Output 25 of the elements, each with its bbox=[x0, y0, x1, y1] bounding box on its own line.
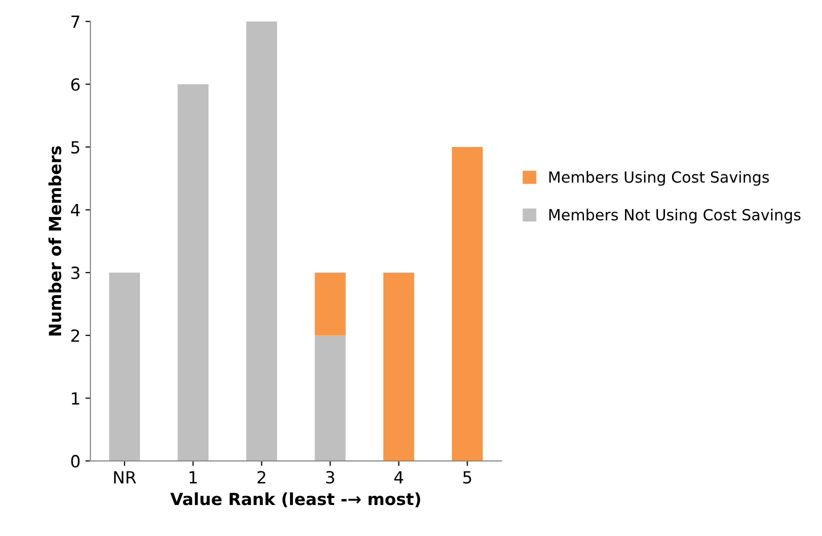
y-tick-label: 0 bbox=[71, 454, 80, 468]
bar bbox=[314, 335, 346, 461]
x-tick-label: 1 bbox=[190, 471, 197, 484]
x-tick-label: 4 bbox=[394, 471, 404, 484]
bar bbox=[246, 21, 278, 461]
x-tick-label: 2 bbox=[258, 470, 266, 484]
bar bbox=[314, 272, 346, 336]
y-tick-label: 5 bbox=[71, 141, 80, 154]
y-tick-label: 3 bbox=[71, 266, 80, 280]
y-tick-label: 2 bbox=[71, 329, 80, 342]
legend-label: Members Using Cost Savings bbox=[549, 171, 769, 186]
y-tick-label: 4 bbox=[70, 204, 80, 216]
legend-label: Members Not Using Cost Savings bbox=[549, 208, 800, 224]
x-tick-label: NR bbox=[114, 471, 136, 484]
y-tick-label: 6 bbox=[71, 78, 80, 91]
y-axis-title: Number of Members bbox=[48, 146, 62, 336]
bar bbox=[178, 84, 209, 461]
x-axis-title: Value Rank (least -→ most) bbox=[170, 492, 420, 508]
bar bbox=[109, 272, 140, 461]
y-tick-label: 7 bbox=[71, 16, 80, 28]
x-tick-label: 3 bbox=[326, 470, 334, 484]
bar bbox=[452, 147, 483, 461]
y-tick-label: 1 bbox=[72, 392, 80, 405]
x-tick-label: 5 bbox=[463, 471, 472, 484]
bar bbox=[383, 272, 414, 461]
